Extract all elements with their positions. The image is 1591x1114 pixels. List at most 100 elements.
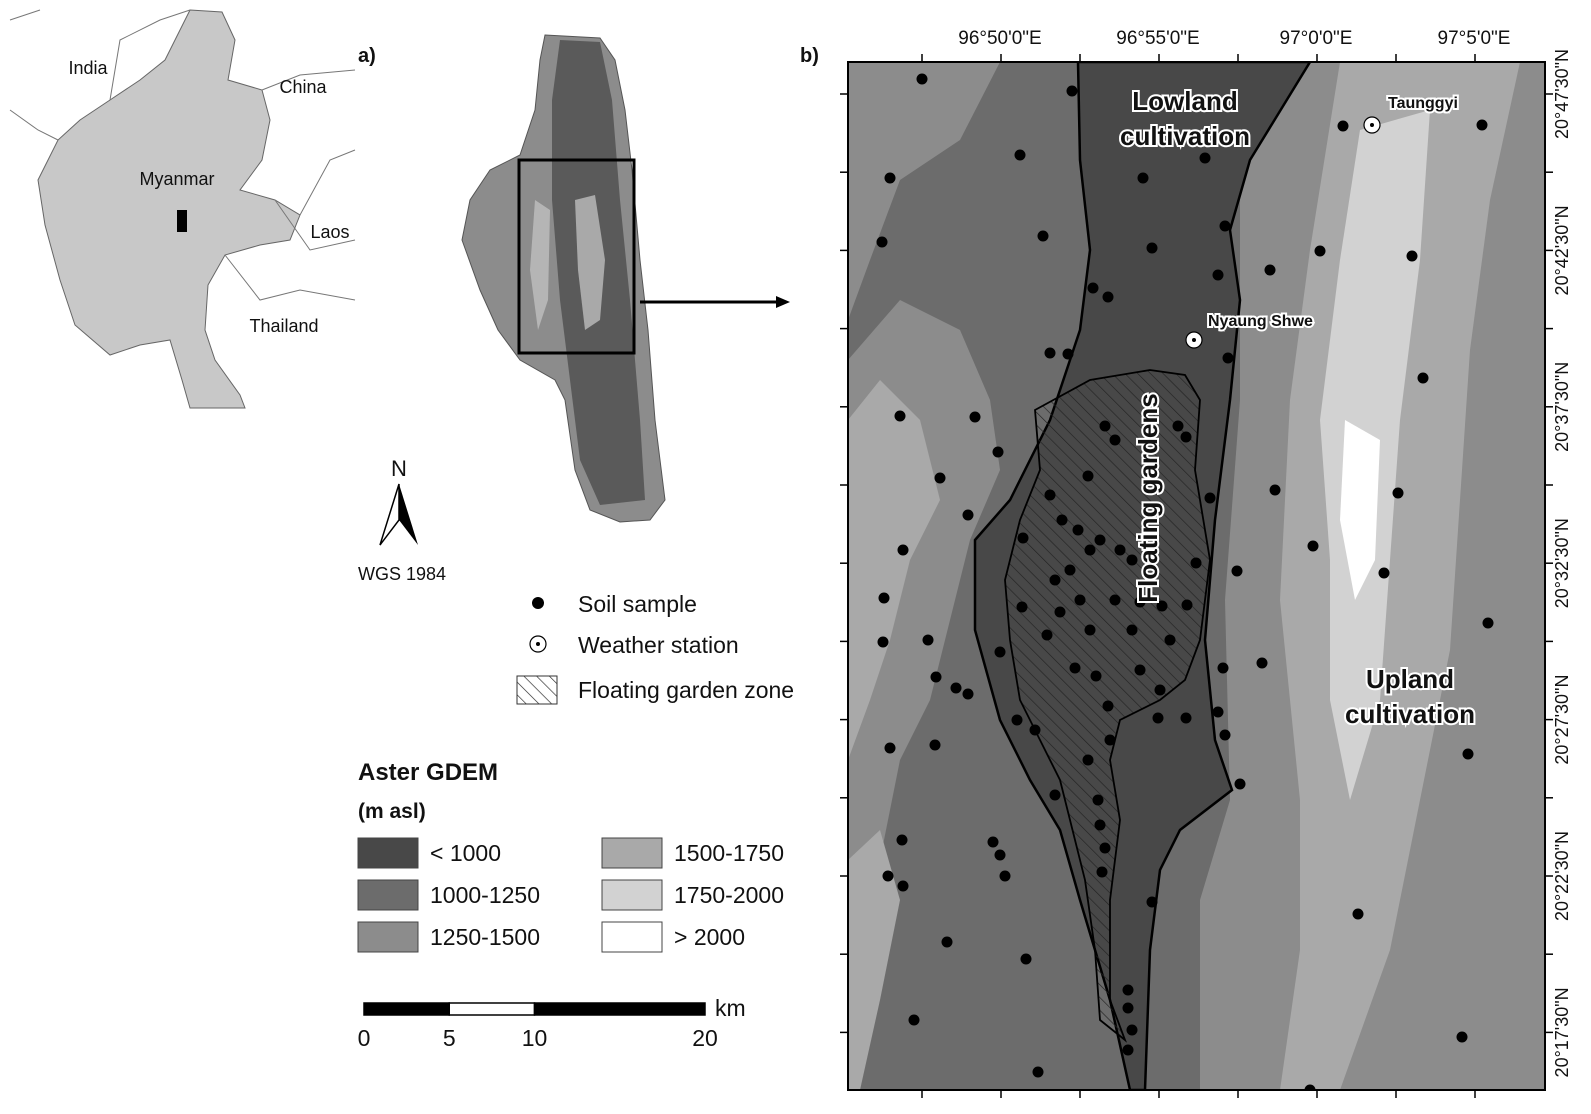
legend-unit: (m asl) (358, 800, 426, 823)
legend-swatch (602, 880, 662, 910)
soil-sample (1075, 595, 1086, 606)
lat-label: 20°47'30"N (1552, 49, 1572, 139)
soil-sample (1105, 735, 1116, 746)
soil-sample (1100, 843, 1111, 854)
soil-sample (1115, 545, 1126, 556)
panel-label: a) (358, 45, 376, 67)
soil-sample (1235, 779, 1246, 790)
legend-label: 1500-1750 (674, 840, 784, 866)
scale-unit: km (715, 995, 746, 1021)
scale-segment (364, 1003, 449, 1015)
scale-segment (535, 1003, 706, 1015)
soil-sample (1038, 231, 1049, 242)
soil-sample (897, 835, 908, 846)
scale-label: 20 (692, 1025, 718, 1051)
soil-sample (1483, 618, 1494, 629)
soil-sample (1123, 1003, 1134, 1014)
soil-sample (1213, 707, 1224, 718)
panel-b: b) Taunggyi Nyaung Shwe Lowland cultivat… (800, 28, 1572, 1098)
panel-label: b) (800, 45, 819, 67)
country-label: India (68, 58, 108, 78)
legend-label: < 1000 (430, 840, 501, 866)
soil-sample (1338, 121, 1349, 132)
soil-sample (877, 237, 888, 248)
soil-sample (1232, 566, 1243, 577)
legend-swatch (602, 922, 662, 952)
soil-sample (1093, 795, 1104, 806)
soil-sample (1110, 595, 1121, 606)
zone-label: cultivation (1345, 699, 1475, 729)
soil-sample (883, 871, 894, 882)
legend-label: Weather station (578, 632, 739, 658)
soil-sample (1353, 909, 1364, 920)
soil-sample (1083, 471, 1094, 482)
soil-sample (1182, 600, 1193, 611)
soil-sample (1017, 602, 1028, 613)
legend-label: 1250-1500 (430, 924, 540, 950)
soil-sample (1085, 625, 1096, 636)
soil-sample (988, 837, 999, 848)
soil-sample (1065, 565, 1076, 576)
legend: Soil sample Weather station Floating gar… (358, 591, 794, 952)
soil-sample (1407, 251, 1418, 262)
soil-sample (885, 173, 896, 184)
soil-sample (1045, 490, 1056, 501)
soil-sample (1379, 568, 1390, 579)
soil-sample (1123, 985, 1134, 996)
soil-sample (923, 635, 934, 646)
legend-label: 1750-2000 (674, 882, 784, 908)
scale-segment (449, 1003, 534, 1015)
soil-sample (1308, 541, 1319, 552)
soil-sample (1070, 663, 1081, 674)
soil-sample (1127, 625, 1138, 636)
soil-sample (1205, 493, 1216, 504)
lat-label: 20°17'30"N (1552, 987, 1572, 1077)
inset-map: India China Myanmar Laos Thailand (10, 8, 355, 408)
soil-sample (1088, 283, 1099, 294)
soil-sample (1050, 790, 1061, 801)
legend-swatch (358, 838, 418, 868)
legend-swatch (602, 838, 662, 868)
legend-swatch (358, 880, 418, 910)
soil-sample (1218, 663, 1229, 674)
soil-sample (1220, 730, 1231, 741)
country-label: Myanmar (139, 169, 214, 189)
soil-sample (1147, 243, 1158, 254)
lon-label: 97°5'0"E (1438, 28, 1511, 49)
soil-sample (1067, 86, 1078, 97)
legend-swatch (358, 922, 418, 952)
soil-sample (1265, 265, 1276, 276)
page: India China Myanmar Laos Thailand a) N W… (0, 0, 1591, 1114)
soil-sample (1091, 671, 1102, 682)
soil-sample (1191, 558, 1202, 569)
soil-sample (1021, 954, 1032, 965)
station-label: Nyaung Shwe (1208, 313, 1313, 330)
figure: India China Myanmar Laos Thailand a) N W… (0, 0, 1591, 1114)
soil-sample (1138, 173, 1149, 184)
soil-sample (1257, 658, 1268, 669)
soil-sample (1418, 373, 1429, 384)
soil-sample (1095, 535, 1106, 546)
soil-sample (895, 411, 906, 422)
zone-label: Floating gardens (1133, 393, 1163, 602)
datum: WGS 1984 (358, 564, 446, 584)
soil-sample (930, 740, 941, 751)
soil-sample (1110, 435, 1121, 446)
soil-sample (970, 412, 981, 423)
soil-sample (917, 74, 928, 85)
soil-sample (1103, 292, 1114, 303)
soil-sample (1063, 349, 1074, 360)
soil-sample (1463, 749, 1474, 760)
soil-sample (1135, 665, 1146, 676)
soil-sample (1073, 525, 1084, 536)
soil-sample (1315, 246, 1326, 257)
soil-sample (1200, 153, 1211, 164)
soil-sample (935, 473, 946, 484)
soil-sample (1100, 421, 1111, 432)
lon-label: 97°0'0"E (1280, 28, 1353, 49)
soil-sample (1127, 1025, 1138, 1036)
soil-sample (963, 510, 974, 521)
soil-sample (1033, 1067, 1044, 1078)
scale-label: 10 (522, 1025, 548, 1051)
legend-label: Floating garden zone (578, 677, 794, 703)
